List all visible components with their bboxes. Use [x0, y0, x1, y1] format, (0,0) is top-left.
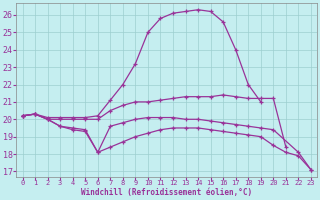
X-axis label: Windchill (Refroidissement éolien,°C): Windchill (Refroidissement éolien,°C): [81, 188, 252, 197]
